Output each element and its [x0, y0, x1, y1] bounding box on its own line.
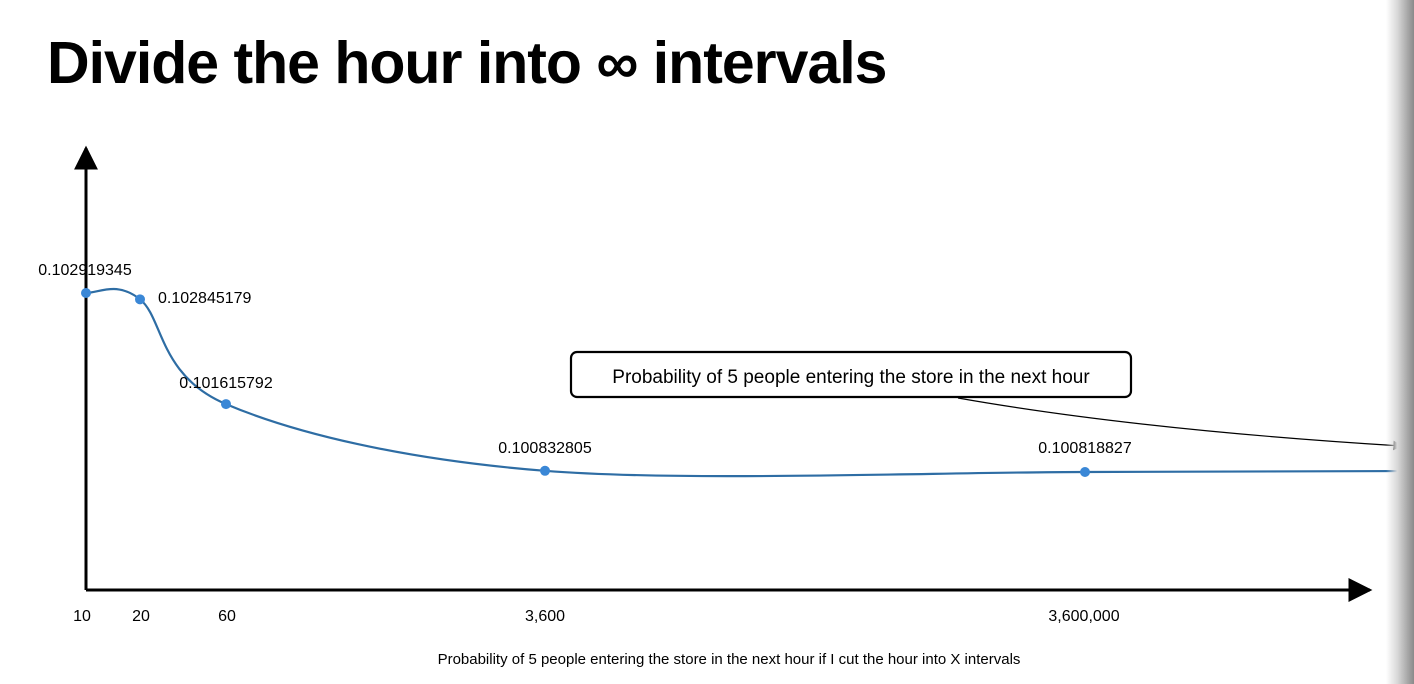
- annotation-text: Probability of 5 people entering the sto…: [612, 367, 1090, 388]
- data-point: [221, 399, 231, 410]
- x-axis-label: Probability of 5 people entering the sto…: [438, 651, 1021, 668]
- slide-edge-shadow: [1386, 0, 1414, 684]
- annotation-arrow: [957, 397, 1403, 451]
- page-title: Divide the hour into ∞ intervals: [47, 30, 887, 96]
- data-label: 0.100818827: [1038, 440, 1132, 457]
- data-label: 0.101615792: [179, 375, 273, 392]
- data-label: 0.102919345: [38, 262, 132, 279]
- x-tick-label: 3,600,000: [1048, 608, 1119, 625]
- data-label: 0.102845179: [158, 290, 252, 307]
- data-point: [1080, 467, 1090, 477]
- data-point: [135, 294, 145, 305]
- data-label: 0.100832805: [498, 440, 592, 457]
- data-point: [81, 288, 91, 298]
- x-tick-label: 10: [73, 608, 91, 625]
- x-tick-label: 3,600: [525, 608, 565, 625]
- data-point: [540, 465, 550, 476]
- x-tick-label: 20: [132, 608, 150, 625]
- x-tick-label: 60: [218, 608, 236, 625]
- annotation-box: [569, 350, 1133, 399]
